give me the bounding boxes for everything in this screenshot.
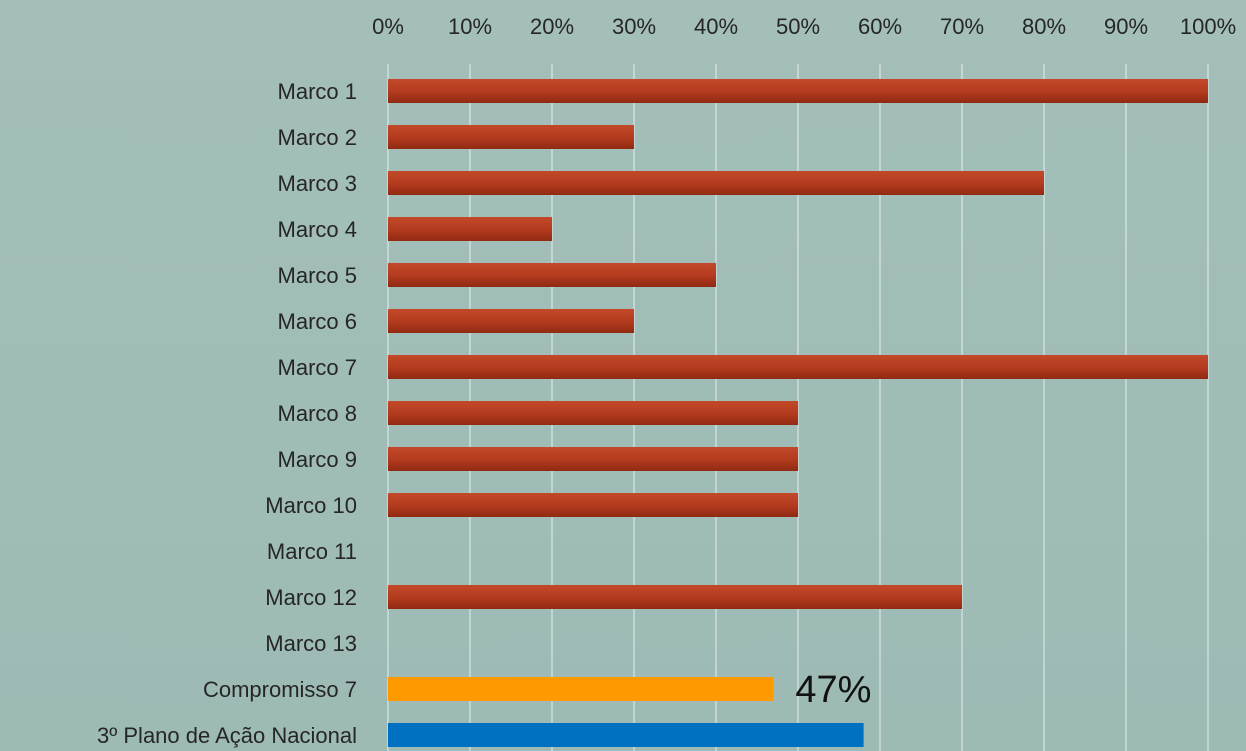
category-label: Marco 7 [278,355,357,380]
bar [388,217,552,241]
bar [388,263,716,287]
category-label: Marco 9 [278,447,357,472]
bar [388,447,798,471]
category-label: Compromisso 7 [203,677,357,702]
data-label: 47% [795,669,871,711]
x-tick-label: 50% [776,14,820,39]
bar [388,585,962,609]
x-tick-label: 40% [694,14,738,39]
x-tick-label: 10% [448,14,492,39]
category-label: Marco 10 [265,493,357,518]
bar [388,125,634,149]
x-tick-label: 90% [1104,14,1148,39]
category-label: 3º Plano de Ação Nacional [97,723,357,748]
category-label: Marco 4 [278,217,357,242]
category-label: Marco 11 [267,539,357,564]
category-label: Marco 3 [278,171,357,196]
bar [388,493,798,517]
bar [388,355,1208,379]
x-tick-label: 70% [940,14,984,39]
bar [388,401,798,425]
bar [388,309,634,333]
y-axis-categories: Marco 1 Marco 2 Marco 3 Marco 4 Marco 5 Marco… [97,79,357,748]
category-label: Marco 8 [278,401,357,426]
x-tick-label: 20% [530,14,574,39]
x-tick-label: 0% [372,14,404,39]
bar [388,171,1044,195]
category-label: Marco 5 [278,263,357,288]
bars [388,79,1208,747]
bar [388,79,1208,103]
bar [388,723,864,747]
x-tick-label: 80% [1022,14,1066,39]
bar [388,677,774,701]
x-tick-label: 60% [858,14,902,39]
annotations: 47% [795,669,871,711]
category-label: Marco 13 [265,631,357,656]
category-label: Marco 6 [278,309,357,334]
x-axis-ticks: 0% 10% 20% 30% 40% 50% 60% 70% 80% 90% 100% [372,14,1236,39]
category-label: Marco 2 [278,125,357,150]
x-tick-label: 30% [612,14,656,39]
x-tick-label: 100% [1180,14,1236,39]
category-label: Marco 12 [265,585,357,610]
category-label: Marco 1 [278,79,357,104]
